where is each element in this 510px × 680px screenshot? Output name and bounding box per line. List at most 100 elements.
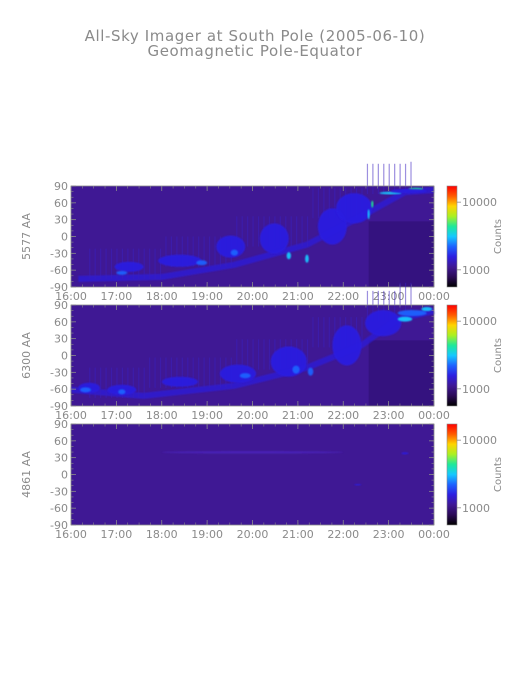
auroral-streak (110, 248, 113, 279)
auroral-streak (187, 236, 189, 267)
auroral-streak (176, 236, 178, 267)
x-tick-label: 00:00 (418, 409, 450, 422)
auroral-streak (192, 236, 194, 267)
auroral-streak (317, 188, 320, 219)
auroral-streak (334, 188, 336, 219)
intensity-feature (161, 376, 199, 387)
auroral-streak (312, 188, 314, 219)
auroral-streak (203, 357, 205, 388)
colorbar (446, 304, 458, 407)
chart-subtitle: Geomagnetic Pole-Equator (147, 42, 363, 60)
intensity-feature (332, 325, 362, 366)
intensity-feature (230, 249, 238, 256)
intensity-feature (317, 208, 347, 245)
heatmap-region (368, 221, 434, 287)
auroral-streak (323, 188, 325, 219)
x-tick-label: 20:00 (237, 409, 269, 422)
x-tick-label: 22:00 (327, 290, 359, 303)
auroral-streak (214, 236, 216, 267)
auroral-streak (394, 163, 396, 195)
y-tick-label: 60 (54, 197, 68, 210)
intensity-feature (158, 254, 202, 267)
auroral-streak (366, 163, 369, 195)
x-tick-label: 22:00 (327, 528, 359, 541)
auroral-streak (377, 290, 379, 322)
intensity-feature (161, 451, 344, 454)
intensity-feature (335, 193, 373, 224)
intensity-feature (216, 235, 246, 258)
auroral-streak (328, 188, 330, 219)
chart-title: All-Sky Imager at South Pole (2005-06-10… (84, 27, 426, 45)
auroral-streak (236, 339, 238, 370)
auroral-streak (181, 357, 183, 388)
intensity-feature (421, 307, 433, 312)
auroral-streak (252, 339, 254, 370)
auroral-streak (388, 290, 390, 322)
auroral-streak (198, 357, 200, 388)
colorbar-label: Counts (493, 219, 504, 254)
auroral-streak (159, 248, 162, 279)
x-tick-label: 23:00 (373, 528, 405, 541)
auroral-streak (394, 290, 396, 322)
intensity-feature (116, 270, 128, 275)
auroral-streak (154, 248, 156, 279)
auroral-streak (361, 317, 363, 348)
y-tick-label: -30 (50, 247, 68, 260)
auroral-streak (110, 367, 113, 398)
intensity-feature (307, 367, 314, 376)
x-tick-label: 00:00 (418, 528, 450, 541)
x-tick-label: 20:00 (237, 290, 269, 303)
auroral-streak (100, 367, 102, 398)
auroral-streak (116, 248, 118, 279)
heatmap-background (71, 424, 434, 525)
x-tick-label: 17:00 (101, 528, 133, 541)
heatmap-region (368, 340, 434, 406)
auroral-streak (399, 282, 401, 314)
auroral-streak (404, 282, 407, 314)
auroral-streak (149, 357, 151, 388)
auroral-streak (116, 367, 118, 398)
y-tick-label: 90 (54, 180, 68, 193)
auroral-streak (181, 236, 183, 267)
auroral-streak (214, 357, 216, 388)
auroral-streak (121, 367, 124, 398)
auroral-streak (187, 357, 189, 388)
auroral-streak (388, 163, 390, 195)
x-tick-label: 18:00 (146, 528, 178, 541)
auroral-streak (301, 216, 303, 247)
colorbar-tick-label: 1000 (462, 502, 490, 515)
auroral-streak (383, 290, 385, 322)
auroral-streak (241, 216, 243, 247)
intensity-feature (80, 387, 91, 393)
intensity-feature (371, 200, 374, 208)
auroral-streak (170, 236, 173, 267)
auroral-streak (143, 248, 145, 279)
auroral-streak (165, 236, 167, 267)
intensity-feature (354, 483, 362, 486)
auroral-streak (377, 163, 379, 195)
auroral-streak (257, 216, 260, 247)
y-tick-label: 30 (54, 333, 68, 346)
auroral-streak (372, 290, 374, 322)
x-tick-label: 16:00 (55, 528, 87, 541)
intensity-feature (270, 346, 307, 377)
x-tick-label: 18:00 (146, 409, 178, 422)
x-tick-label: 19:00 (191, 409, 223, 422)
y-tick-label: 60 (54, 316, 68, 329)
auroral-streak (328, 317, 330, 348)
auroral-streak (399, 163, 401, 195)
auroral-streak (159, 357, 162, 388)
auroral-streak (236, 216, 238, 247)
colorbar-tick-label: 1000 (462, 383, 490, 396)
y-tick-label: -30 (50, 485, 68, 498)
auroral-streak (317, 317, 320, 348)
x-tick-label: 16:00 (55, 409, 87, 422)
intensity-feature (401, 452, 409, 455)
auroral-streak (372, 163, 374, 195)
auroral-streak (366, 290, 369, 322)
x-tick-label: 17:00 (101, 290, 133, 303)
colorbar (446, 423, 458, 526)
